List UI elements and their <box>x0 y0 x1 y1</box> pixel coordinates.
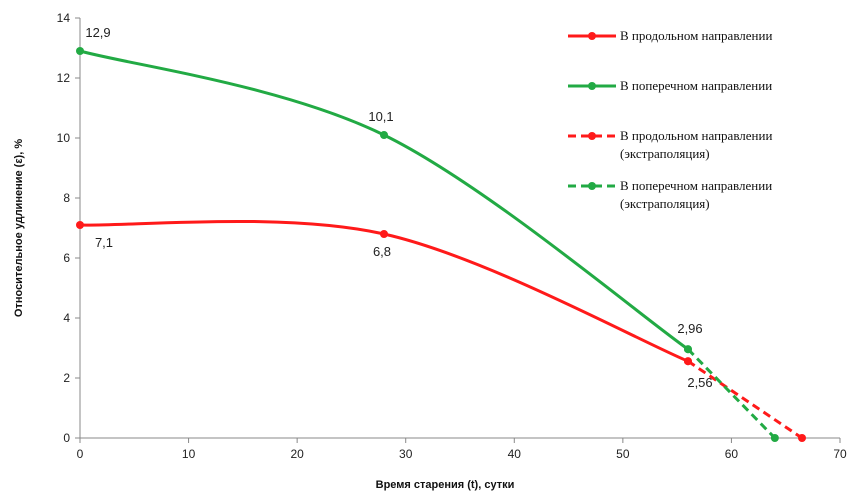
legend-label: В продольном направлении <box>620 128 772 143</box>
legend: В продольном направлении В поперечном нап… <box>568 28 772 211</box>
y-tick-label: 12 <box>57 71 71 85</box>
data-label: 2,96 <box>677 321 702 336</box>
data-label: 2,56 <box>687 375 712 390</box>
legend-label: В поперечном направлении <box>620 78 772 93</box>
x-tick-label: 0 <box>77 447 84 461</box>
series-0 <box>76 219 692 366</box>
y-tick-label: 0 <box>63 431 70 445</box>
legend-marker <box>588 132 596 140</box>
legend-marker <box>588 182 596 190</box>
legend-item: В поперечном направлении <box>568 78 772 93</box>
legend-item: В продольном направлении <box>568 28 772 43</box>
x-tick-label: 60 <box>725 447 739 461</box>
y-tick-label: 2 <box>63 371 70 385</box>
legend-item: В продольном направлении (экстраполяция) <box>568 128 772 161</box>
series-2 <box>684 357 806 442</box>
legend-label: (экстраполяция) <box>620 146 710 161</box>
data-point <box>76 47 84 55</box>
y-tick-label: 14 <box>57 11 71 25</box>
series-line <box>686 348 776 440</box>
series-line <box>79 49 689 351</box>
data-point <box>76 221 84 229</box>
data-label: 10,1 <box>368 109 393 124</box>
data-point <box>770 434 779 442</box>
axis-ticks: 0 10 20 30 40 50 60 70 0 2 4 6 8 10 12 14 <box>57 11 847 461</box>
y-axis-title: Относительное удлинение (ε), % <box>13 139 25 317</box>
series-layer <box>76 47 806 442</box>
y-tick-label: 8 <box>63 191 70 205</box>
legend-marker <box>588 32 596 40</box>
x-tick-label: 10 <box>182 447 196 461</box>
legend-label: В поперечном направлении <box>620 178 772 193</box>
series-1 <box>76 47 692 354</box>
x-tick-label: 30 <box>399 447 413 461</box>
y-tick-label: 4 <box>63 311 70 325</box>
legend-marker <box>588 82 596 90</box>
data-point <box>684 357 692 366</box>
series-line <box>687 359 803 440</box>
data-label: 12,9 <box>85 25 110 40</box>
x-tick-label: 70 <box>833 447 847 461</box>
x-axis-title: Время старения (t), сутки <box>376 479 515 491</box>
x-tick-label: 20 <box>290 447 304 461</box>
data-point <box>798 434 806 442</box>
data-point <box>380 131 388 139</box>
legend-label: (экстраполяция) <box>620 196 710 211</box>
series-line <box>79 219 689 363</box>
data-label: 6,8 <box>373 244 391 259</box>
data-point <box>684 345 692 354</box>
data-labels: 7,1 6,8 2,56 12,9 10,1 2,96 <box>85 25 712 390</box>
data-point <box>380 230 388 238</box>
data-label: 7,1 <box>95 235 113 250</box>
x-tick-label: 50 <box>616 447 630 461</box>
y-tick-label: 10 <box>57 131 71 145</box>
legend-item: В поперечном направлении (экстраполяция) <box>568 178 772 211</box>
x-tick-label: 40 <box>508 447 522 461</box>
series-3 <box>684 345 779 442</box>
legend-label: В продольном направлении <box>620 28 772 43</box>
y-tick-label: 6 <box>63 251 70 265</box>
